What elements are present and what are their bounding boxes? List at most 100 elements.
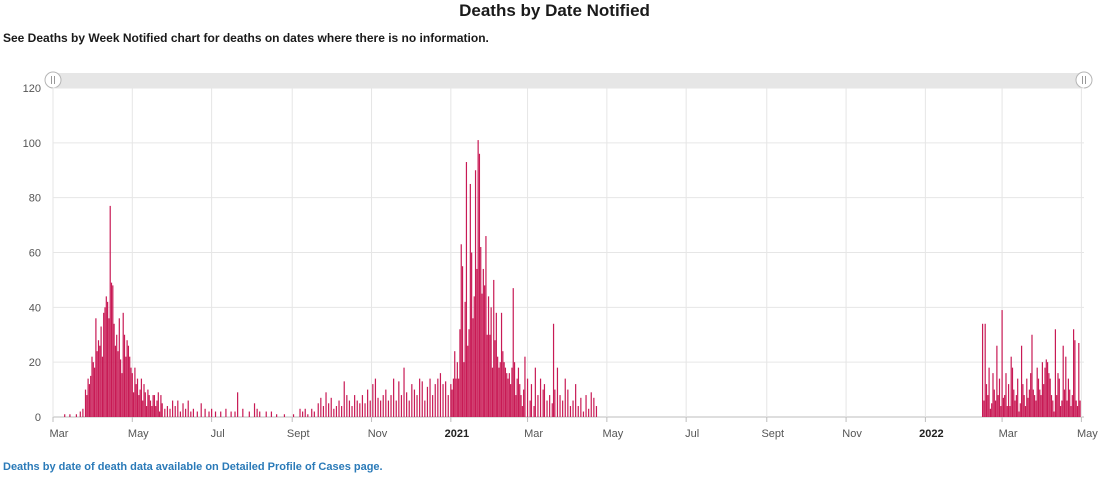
bar[interactable] [234, 411, 236, 417]
bar[interactable] [456, 362, 458, 417]
bar[interactable] [82, 408, 84, 417]
bar[interactable] [377, 397, 379, 417]
bar[interactable] [996, 345, 998, 417]
bar[interactable] [1040, 395, 1042, 417]
bar[interactable] [593, 397, 595, 417]
bar[interactable] [121, 373, 123, 417]
bar[interactable] [1048, 373, 1050, 417]
bar[interactable] [406, 392, 408, 417]
bar[interactable] [432, 395, 434, 417]
detailed-profile-link[interactable]: Deaths by date of death data available o… [3, 461, 383, 473]
bar[interactable] [166, 406, 169, 417]
bar[interactable] [530, 384, 533, 417]
bar[interactable] [1039, 389, 1041, 417]
bar[interactable] [161, 403, 163, 417]
bar[interactable] [1022, 384, 1024, 417]
bar[interactable] [311, 408, 313, 417]
bar[interactable] [159, 411, 161, 417]
bar[interactable] [155, 406, 157, 417]
bar[interactable] [1037, 378, 1040, 417]
bar[interactable] [99, 345, 101, 417]
bar[interactable] [75, 414, 77, 417]
bar[interactable] [270, 411, 273, 417]
bar[interactable] [516, 378, 518, 417]
bar[interactable] [126, 340, 128, 417]
bar[interactable] [398, 381, 400, 417]
bar[interactable] [88, 384, 90, 417]
bar[interactable] [569, 406, 572, 417]
bar[interactable] [508, 373, 510, 417]
bar[interactable] [242, 408, 244, 417]
bar[interactable] [1070, 406, 1072, 417]
bar[interactable] [139, 389, 141, 417]
bar[interactable] [1053, 411, 1055, 417]
bar[interactable] [403, 367, 405, 417]
bar[interactable] [237, 392, 239, 417]
bar[interactable] [395, 400, 397, 417]
bar[interactable] [985, 384, 988, 417]
bar[interactable] [1078, 342, 1080, 417]
bar[interactable] [367, 389, 369, 417]
bar[interactable] [1066, 400, 1068, 417]
bar[interactable] [984, 323, 986, 417]
bar[interactable] [104, 307, 106, 417]
bar[interactable] [1045, 359, 1047, 417]
bar[interactable] [491, 367, 494, 417]
bar[interactable] [1062, 345, 1064, 417]
bar[interactable] [476, 268, 478, 417]
bar[interactable] [1001, 310, 1003, 417]
bar[interactable] [987, 395, 989, 417]
bar[interactable] [1069, 389, 1071, 417]
bar[interactable] [413, 389, 416, 417]
bar[interactable] [408, 400, 410, 417]
bar[interactable] [490, 307, 492, 417]
bar[interactable] [1011, 367, 1014, 417]
bar[interactable] [472, 318, 474, 417]
bar[interactable] [134, 367, 136, 417]
bar[interactable] [87, 378, 89, 417]
bar[interactable] [595, 406, 598, 417]
bar[interactable] [993, 389, 995, 417]
bar[interactable] [220, 411, 222, 417]
bar[interactable] [1005, 373, 1007, 417]
bar[interactable] [1023, 395, 1025, 417]
bar[interactable] [580, 397, 582, 417]
bar[interactable] [1032, 389, 1034, 417]
bar[interactable] [103, 312, 105, 417]
bar[interactable] [500, 312, 503, 417]
bar[interactable] [469, 183, 471, 417]
bar[interactable] [588, 408, 590, 417]
bar[interactable] [182, 403, 184, 417]
bar[interactable] [127, 345, 130, 417]
range-handle-right[interactable] [1075, 71, 1093, 89]
bar[interactable] [1036, 367, 1038, 417]
bar[interactable] [478, 153, 481, 418]
bar[interactable] [192, 408, 195, 417]
bar[interactable] [348, 400, 351, 417]
bar[interactable] [140, 378, 143, 417]
bar[interactable] [1031, 334, 1033, 417]
bar[interactable] [122, 312, 124, 417]
bar[interactable] [91, 356, 93, 417]
bar[interactable] [114, 345, 117, 417]
bar[interactable] [152, 395, 154, 417]
bar[interactable] [1071, 395, 1073, 417]
bar[interactable] [351, 406, 353, 417]
bar[interactable] [96, 351, 98, 417]
bar[interactable] [304, 408, 306, 417]
bar[interactable] [356, 400, 358, 417]
bar[interactable] [461, 266, 464, 417]
bar[interactable] [1004, 395, 1006, 417]
bar[interactable] [125, 356, 127, 417]
range-handle-left[interactable] [44, 71, 62, 89]
bar[interactable] [1006, 406, 1008, 417]
bar[interactable] [1002, 397, 1004, 417]
bar[interactable] [485, 236, 487, 417]
bar[interactable] [253, 403, 256, 417]
bar[interactable] [157, 392, 159, 417]
bar[interactable] [400, 395, 403, 417]
bar[interactable] [504, 367, 507, 417]
bar[interactable] [1052, 400, 1054, 417]
range-navigator-track[interactable] [53, 73, 1084, 88]
bar[interactable] [487, 296, 490, 417]
